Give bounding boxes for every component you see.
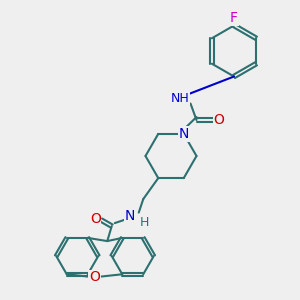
Text: O: O — [90, 212, 101, 226]
Text: NH: NH — [171, 92, 189, 106]
Text: O: O — [214, 113, 224, 127]
Text: F: F — [230, 11, 238, 25]
Text: H: H — [140, 216, 149, 229]
Text: O: O — [89, 270, 100, 284]
Text: N: N — [178, 127, 189, 141]
Text: N: N — [124, 208, 135, 223]
